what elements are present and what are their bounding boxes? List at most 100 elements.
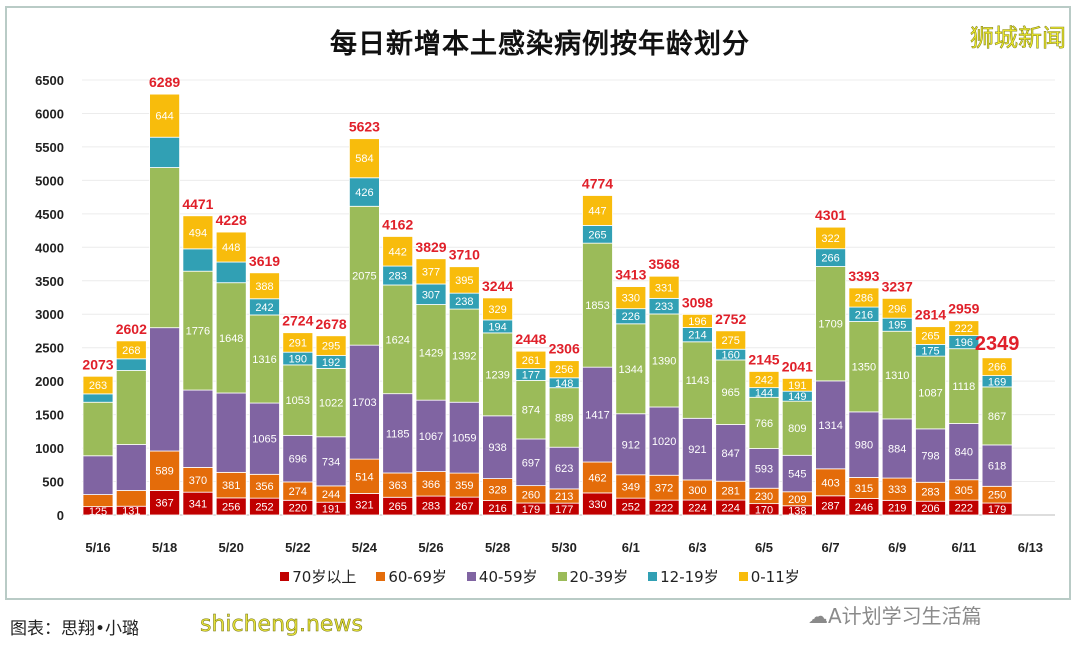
legend-item: 12-19岁 — [648, 566, 719, 587]
data-label: 697 — [522, 457, 540, 469]
data-label: 341 — [189, 499, 207, 511]
data-label: 809 — [788, 423, 806, 435]
data-label: 381 — [222, 480, 240, 492]
total-label: 2041 — [782, 358, 813, 374]
data-label: 545 — [788, 469, 806, 481]
legend-swatch — [280, 572, 290, 581]
y-tick-label: 0 — [57, 508, 64, 523]
bar-segment — [915, 326, 946, 345]
data-label: 169 — [988, 376, 1006, 388]
bar-segment — [682, 313, 713, 328]
total-label: 2724 — [282, 313, 313, 329]
legend-swatch — [466, 572, 476, 581]
data-label: 252 — [255, 502, 273, 514]
bar-segment — [182, 248, 214, 272]
data-label: 623 — [555, 463, 573, 475]
bar-segment — [448, 308, 480, 403]
data-label: 514 — [355, 471, 373, 483]
data-label: 260 — [522, 489, 540, 501]
total-label: 3568 — [649, 256, 680, 272]
legend-label: 12-19岁 — [660, 568, 719, 586]
total-label: 3619 — [249, 253, 280, 269]
data-label: 1344 — [619, 364, 643, 376]
data-label: 884 — [888, 443, 906, 455]
total-label: 3393 — [848, 268, 879, 284]
legend-swatch — [376, 572, 386, 581]
data-label: 734 — [322, 456, 340, 468]
legend-swatch — [557, 572, 567, 581]
bar-segment — [482, 415, 514, 479]
bar-segment — [582, 195, 613, 226]
data-label: 331 — [655, 282, 673, 294]
bar-segment — [149, 450, 181, 491]
data-label: 224 — [722, 503, 740, 515]
x-tick-label: 5/22 — [285, 540, 310, 555]
data-label: 242 — [255, 302, 273, 314]
bar-segment — [715, 424, 747, 482]
data-label: 213 — [555, 491, 573, 503]
total-label: 6289 — [149, 74, 180, 90]
data-label: 370 — [189, 475, 207, 487]
data-label: 1310 — [885, 370, 909, 382]
wechat-watermark: ☁A计划学习生活篇 — [808, 600, 982, 629]
total-label: 4228 — [216, 212, 247, 228]
data-label: 144 — [755, 387, 773, 399]
data-label: 889 — [555, 412, 573, 424]
total-label: 3710 — [449, 247, 480, 263]
data-label: 321 — [355, 499, 373, 511]
x-tick-label: 5/28 — [485, 540, 510, 555]
data-label: 1429 — [419, 347, 443, 359]
x-tick-label: 6/7 — [822, 540, 840, 555]
data-label: 256 — [222, 501, 240, 513]
data-label: 266 — [988, 362, 1006, 374]
data-label: 226 — [622, 311, 640, 323]
total-label: 4774 — [582, 176, 613, 192]
bar-segment — [881, 297, 913, 319]
data-label: 372 — [655, 483, 673, 495]
data-label: 194 — [488, 321, 506, 333]
data-label: 191 — [322, 504, 340, 516]
bar-segment — [848, 321, 880, 413]
data-label: 1350 — [852, 362, 876, 374]
data-label: 1776 — [186, 326, 210, 338]
bar-segment — [415, 399, 447, 472]
data-label: 177 — [555, 504, 573, 516]
x-tick-label: 5/18 — [152, 540, 177, 555]
bar-segment — [415, 304, 447, 401]
chart-credit: 图表：思翔•小璐 — [10, 619, 140, 639]
data-label: 1316 — [252, 354, 276, 366]
x-tick-label: 6/1 — [622, 540, 640, 555]
data-label: 295 — [322, 341, 340, 353]
bar-segment — [815, 226, 846, 250]
bar-segment — [948, 348, 980, 424]
data-label: 593 — [755, 463, 773, 475]
bar-segment — [149, 327, 181, 452]
x-tick-label: 5/16 — [85, 540, 110, 555]
x-tick-label: 6/3 — [688, 540, 706, 555]
data-label: 462 — [588, 472, 606, 484]
data-label: 196 — [955, 337, 973, 349]
data-label: 283 — [389, 271, 407, 283]
data-label: 170 — [755, 504, 773, 516]
total-label: 2752 — [715, 311, 746, 327]
data-label: 442 — [389, 246, 407, 258]
data-label: 160 — [722, 350, 740, 362]
bar-segment — [82, 494, 114, 508]
data-label: 274 — [289, 486, 307, 498]
data-label: 305 — [955, 485, 973, 497]
data-label: 1624 — [385, 334, 409, 346]
bar-segment — [582, 242, 613, 368]
bar-segment — [615, 413, 647, 476]
data-label: 938 — [488, 442, 506, 454]
bar-segment — [482, 297, 514, 321]
total-label: 2602 — [116, 321, 147, 337]
data-label: 267 — [455, 501, 473, 513]
data-label: 175 — [921, 345, 939, 357]
bar-segment — [215, 471, 247, 499]
total-label: 5623 — [349, 119, 380, 135]
data-label: 330 — [588, 499, 606, 511]
x-tick-label: 6/13 — [1018, 540, 1043, 555]
bar-segment — [715, 330, 747, 350]
bar-segment — [348, 177, 380, 207]
